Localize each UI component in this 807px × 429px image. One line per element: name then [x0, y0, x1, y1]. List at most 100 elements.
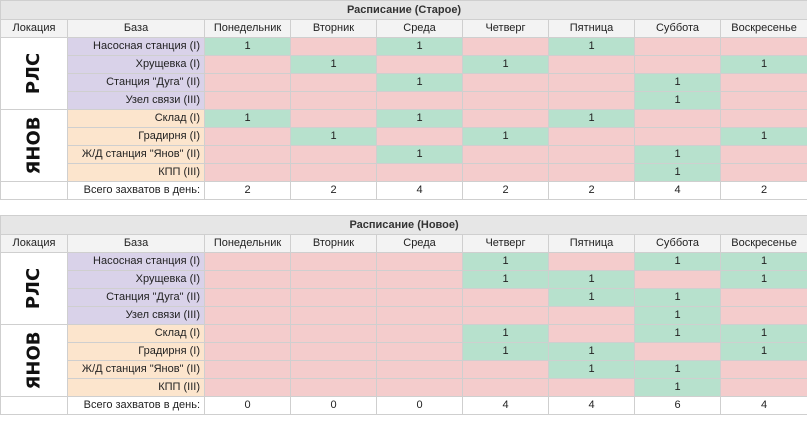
schedule-cell[interactable]	[463, 361, 549, 379]
schedule-cell[interactable]: 1	[549, 271, 635, 289]
schedule-cell[interactable]: 1	[377, 146, 463, 164]
empty-cell[interactable]	[635, 207, 721, 214]
schedule-cell[interactable]	[205, 253, 291, 271]
schedule-cell[interactable]: 1	[721, 325, 807, 343]
schedule-cell[interactable]	[205, 56, 291, 74]
schedule-cell[interactable]	[721, 74, 807, 92]
base-name-cell[interactable]: Ж/Д станция "Янов" (II)	[68, 146, 205, 164]
schedule-cell[interactable]	[291, 92, 377, 110]
location-cell[interactable]: ЯНОВ	[1, 110, 68, 182]
schedule-cell[interactable]	[291, 379, 377, 397]
schedule-cell[interactable]: 1	[635, 253, 721, 271]
total-cell[interactable]: 0	[205, 397, 291, 415]
schedule-cell[interactable]: 1	[721, 271, 807, 289]
base-name-cell[interactable]: Градирня (I)	[68, 343, 205, 361]
schedule-cell[interactable]	[205, 164, 291, 182]
schedule-cell[interactable]	[205, 379, 291, 397]
empty-cell[interactable]	[721, 200, 807, 208]
empty-cell[interactable]	[291, 422, 377, 429]
base-name-cell[interactable]: Ж/Д станция "Янов" (II)	[68, 361, 205, 379]
header-day[interactable]: Суббота	[635, 235, 721, 253]
base-name-cell[interactable]: Склад (I)	[68, 325, 205, 343]
schedule-cell[interactable]: 1	[205, 110, 291, 128]
schedule-cell[interactable]: 1	[377, 74, 463, 92]
empty-cell[interactable]	[463, 200, 549, 208]
header-base[interactable]: База	[68, 235, 205, 253]
totals-blank-cell[interactable]	[1, 397, 68, 415]
location-cell[interactable]: РЛС	[1, 38, 68, 110]
empty-cell[interactable]	[68, 207, 205, 214]
schedule-cell[interactable]	[377, 271, 463, 289]
base-name-cell[interactable]: Узел связи (III)	[68, 307, 205, 325]
schedule-cell[interactable]: 1	[549, 343, 635, 361]
empty-cell[interactable]	[549, 207, 635, 214]
header-day[interactable]: Четверг	[463, 235, 549, 253]
schedule-cell[interactable]	[549, 379, 635, 397]
schedule-cell[interactable]: 1	[549, 38, 635, 56]
empty-cell[interactable]	[205, 207, 291, 214]
schedule-cell[interactable]	[549, 325, 635, 343]
schedule-cell[interactable]	[377, 361, 463, 379]
schedule-cell[interactable]: 1	[463, 56, 549, 74]
schedule-cell[interactable]: 1	[635, 361, 721, 379]
empty-cell[interactable]	[1, 422, 68, 429]
totals-blank-cell[interactable]	[1, 182, 68, 200]
schedule-cell[interactable]	[721, 110, 807, 128]
schedule-cell[interactable]: 1	[721, 253, 807, 271]
header-day[interactable]: Понедельник	[205, 235, 291, 253]
base-name-cell[interactable]: КПП (III)	[68, 379, 205, 397]
total-cell[interactable]: 2	[291, 182, 377, 200]
schedule-cell[interactable]	[205, 74, 291, 92]
schedule-cell[interactable]	[291, 110, 377, 128]
schedule-cell[interactable]	[291, 307, 377, 325]
empty-cell[interactable]	[377, 415, 463, 423]
schedule-cell[interactable]	[377, 343, 463, 361]
schedule-cell[interactable]	[291, 271, 377, 289]
schedule-cell[interactable]	[205, 307, 291, 325]
schedule-cell[interactable]: 1	[549, 289, 635, 307]
schedule-cell[interactable]	[463, 289, 549, 307]
schedule-cell[interactable]	[549, 56, 635, 74]
schedule-cell[interactable]	[721, 361, 807, 379]
total-cell[interactable]: 4	[377, 182, 463, 200]
totals-label[interactable]: Всего захватов в день:	[68, 182, 205, 200]
schedule-cell[interactable]: 1	[635, 92, 721, 110]
schedule-cell[interactable]	[463, 164, 549, 182]
schedule-cell[interactable]	[463, 38, 549, 56]
total-cell[interactable]: 4	[549, 397, 635, 415]
schedule-cell[interactable]	[377, 379, 463, 397]
schedule-cell[interactable]	[721, 92, 807, 110]
schedule-cell[interactable]	[721, 164, 807, 182]
total-cell[interactable]: 2	[463, 182, 549, 200]
header-location[interactable]: Локация	[1, 20, 68, 38]
schedule-cell[interactable]	[377, 253, 463, 271]
header-day[interactable]: Понедельник	[205, 20, 291, 38]
schedule-cell[interactable]	[721, 289, 807, 307]
schedule-cell[interactable]	[549, 164, 635, 182]
header-day[interactable]: Пятница	[549, 20, 635, 38]
empty-cell[interactable]	[635, 415, 721, 423]
schedule-cell[interactable]: 1	[635, 164, 721, 182]
schedule-cell[interactable]	[291, 361, 377, 379]
totals-label[interactable]: Всего захватов в день:	[68, 397, 205, 415]
base-name-cell[interactable]: Градирня (I)	[68, 128, 205, 146]
schedule-cell[interactable]: 1	[205, 38, 291, 56]
empty-cell[interactable]	[205, 422, 291, 429]
empty-cell[interactable]	[377, 200, 463, 208]
schedule-cell[interactable]: 1	[463, 343, 549, 361]
schedule-cell[interactable]	[721, 307, 807, 325]
empty-cell[interactable]	[291, 207, 377, 214]
schedule-cell[interactable]: 1	[291, 128, 377, 146]
total-cell[interactable]: 0	[377, 397, 463, 415]
schedule-cell[interactable]	[549, 253, 635, 271]
header-day[interactable]: Воскресенье	[721, 235, 807, 253]
total-cell[interactable]: 4	[721, 397, 807, 415]
header-day[interactable]: Суббота	[635, 20, 721, 38]
schedule-cell[interactable]: 1	[635, 74, 721, 92]
empty-cell[interactable]	[205, 200, 291, 208]
total-cell[interactable]: 4	[635, 182, 721, 200]
empty-cell[interactable]	[1, 207, 68, 214]
schedule-cell[interactable]	[377, 325, 463, 343]
empty-cell[interactable]	[1, 200, 68, 208]
schedule-cell[interactable]	[291, 74, 377, 92]
